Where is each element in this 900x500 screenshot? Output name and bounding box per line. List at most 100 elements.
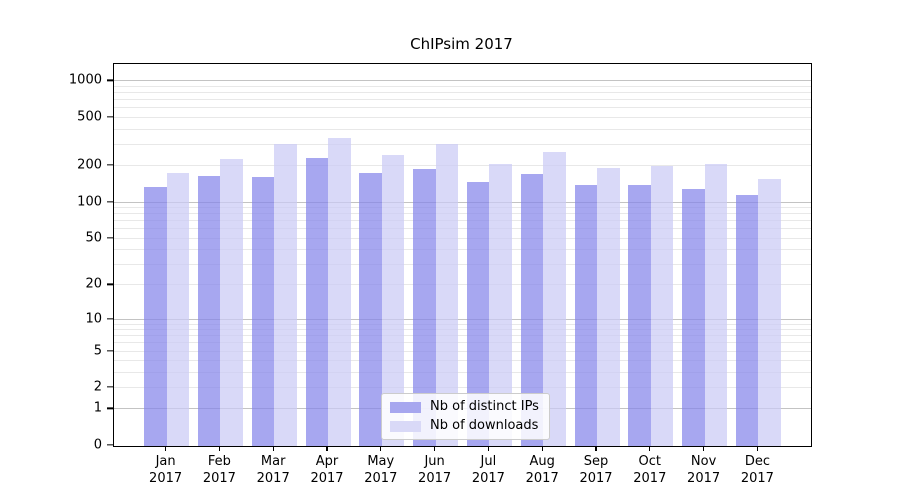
y-tick-label-5: 5 [93, 343, 102, 358]
gridline-1000 [114, 80, 811, 82]
gridline-500 [114, 117, 811, 118]
y-tick-label-2: 2 [93, 379, 102, 395]
gridline-9 [114, 323, 811, 325]
gridline-80 [114, 213, 811, 215]
bar-nb-of-downloads-aug [543, 151, 566, 446]
y-tick-mark-50 [107, 236, 113, 239]
y-tick-label-50: 50 [85, 230, 102, 245]
x-tick-label-aug: Aug 2017 [525, 454, 559, 486]
y-tick-mark-100 [107, 200, 113, 203]
gridline-4 [114, 360, 811, 362]
gridline-30 [114, 263, 811, 265]
chart-title: ChIPsim 2017 [410, 35, 513, 53]
x-tick-mark-nov [703, 446, 705, 451]
y-tick-mark-1000 [107, 79, 113, 82]
bar-nb-of-distinct-ips-feb [197, 175, 221, 446]
bar-nb-of-distinct-ips-apr [305, 158, 328, 446]
x-tick-label-oct: Oct 2017 [633, 454, 667, 486]
y-tick-mark-20 [107, 283, 113, 285]
y-tick-label-1: 1 [93, 400, 102, 416]
x-tick-mark-apr [326, 446, 328, 451]
x-tick-label-may: May 2017 [364, 454, 398, 486]
bar-nb-of-downloads-nov [704, 163, 728, 446]
bar-nb-of-distinct-ips-may [359, 173, 382, 446]
bar-nb-of-distinct-ips-dec [735, 195, 759, 446]
legend-swatch-downloads [390, 420, 421, 432]
bar-nb-of-downloads-dec [758, 179, 781, 446]
bar-nb-of-distinct-ips-sep [574, 184, 597, 446]
y-tick-label-200: 200 [77, 157, 102, 173]
x-tick-mark-dec [756, 446, 759, 451]
x-tick-mark-may [380, 446, 382, 451]
y-tick-label-500: 500 [77, 109, 102, 125]
bar-nb-of-distinct-ips-jan [144, 186, 167, 446]
gridline-90 [114, 207, 811, 208]
bar-nb-of-downloads-jan [166, 172, 190, 446]
bar-nb-of-downloads-jun [435, 144, 459, 446]
legend-swatch-distinct-ips [390, 401, 421, 413]
y-tick-label-1000: 1000 [68, 72, 102, 88]
gridline-10 [114, 318, 811, 320]
bar-nb-of-downloads-feb [220, 158, 243, 446]
gridline-600 [114, 107, 811, 109]
gridline-2 [114, 387, 811, 388]
bar-nb-of-distinct-ips-nov [682, 189, 705, 446]
bar-nb-of-downloads-jul [489, 164, 512, 446]
x-tick-label-sep: Sep 2017 [579, 454, 613, 486]
x-tick-mark-jun [434, 446, 436, 451]
gridline-70 [114, 220, 811, 222]
bar-nb-of-downloads-sep [597, 168, 620, 446]
x-tick-label-jan: Jan 2017 [149, 454, 183, 486]
y-tick-mark-200 [107, 164, 113, 166]
bar-nb-of-distinct-ips-jun [413, 169, 436, 446]
y-tick-label-0: 0 [93, 437, 102, 453]
x-tick-mark-mar [272, 446, 274, 451]
bar-nb-of-downloads-apr [328, 137, 351, 446]
gridline-50 [114, 237, 811, 239]
x-tick-mark-jul [487, 446, 490, 451]
x-tick-mark-oct [649, 446, 651, 451]
gridline-800 [114, 92, 811, 94]
y-tick-mark-500 [107, 116, 113, 118]
legend: Nb of distinct IPs Nb of downloads [381, 393, 550, 440]
x-tick-label-feb: Feb 2017 [202, 454, 236, 486]
gridline-200 [114, 165, 811, 167]
y-tick-label-20: 20 [85, 276, 102, 292]
x-tick-mark-jan [164, 446, 167, 451]
y-tick-mark-5 [107, 349, 113, 352]
gridline-20 [114, 284, 811, 286]
x-tick-mark-aug [541, 446, 543, 451]
legend-item-distinct-ips: Nb of distinct IPs [390, 400, 539, 414]
y-tick-mark-10 [107, 317, 113, 320]
gridline-100 [114, 201, 811, 203]
gridline-8 [114, 329, 811, 331]
gridline-400 [114, 128, 811, 130]
gridline-7 [114, 335, 811, 337]
gridline-60 [114, 228, 811, 230]
y-tick-label-100: 100 [77, 194, 102, 209]
legend-item-downloads: Nb of downloads [390, 419, 539, 433]
x-tick-mark-sep [595, 446, 597, 451]
bar-nb-of-distinct-ips-jul [466, 182, 490, 446]
gridline-40 [114, 249, 811, 250]
gridline-6 [114, 342, 811, 344]
x-tick-label-jun: Jun 2017 [418, 454, 452, 486]
y-tick-mark-0 [107, 444, 113, 446]
legend-label-distinct-ips: Nb of distinct IPs [430, 399, 539, 414]
bar-nb-of-downloads-mar [274, 143, 297, 446]
bar-nb-of-distinct-ips-aug [520, 174, 544, 446]
x-tick-label-nov: Nov 2017 [687, 454, 721, 486]
x-tick-mark-feb [218, 446, 220, 451]
gridline-300 [114, 143, 811, 145]
y-tick-mark-2 [107, 386, 113, 388]
y-tick-mark-1 [107, 407, 113, 410]
bar-nb-of-distinct-ips-mar [251, 176, 275, 446]
gridline-900 [114, 86, 811, 87]
x-tick-label-apr: Apr 2017 [310, 454, 344, 486]
gridline-5 [114, 350, 811, 352]
plot-area: Nb of distinct IPs Nb of downloads [113, 63, 812, 447]
x-tick-label-jul: Jul 2017 [471, 454, 505, 486]
x-tick-label-dec: Dec 2017 [740, 454, 774, 486]
gridline-3 [114, 371, 811, 373]
